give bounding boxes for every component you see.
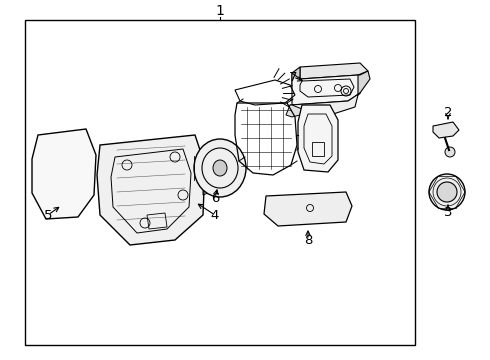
Text: 3: 3 bbox=[444, 206, 452, 219]
Text: 4: 4 bbox=[211, 208, 219, 221]
Polygon shape bbox=[300, 63, 368, 79]
Text: 1: 1 bbox=[216, 4, 224, 18]
Polygon shape bbox=[358, 71, 370, 95]
Text: 2: 2 bbox=[444, 105, 452, 118]
Ellipse shape bbox=[213, 160, 227, 176]
Polygon shape bbox=[298, 105, 338, 172]
Polygon shape bbox=[292, 67, 300, 87]
Polygon shape bbox=[292, 73, 360, 105]
Polygon shape bbox=[286, 105, 302, 117]
Polygon shape bbox=[433, 122, 459, 138]
Polygon shape bbox=[264, 192, 352, 226]
Polygon shape bbox=[97, 135, 205, 245]
Text: 6: 6 bbox=[211, 192, 219, 204]
Bar bbox=[25, 20, 415, 345]
Polygon shape bbox=[290, 93, 360, 117]
Ellipse shape bbox=[194, 139, 246, 197]
Circle shape bbox=[437, 182, 457, 202]
Circle shape bbox=[429, 174, 465, 210]
Polygon shape bbox=[32, 129, 96, 219]
Text: 7: 7 bbox=[289, 71, 297, 84]
Circle shape bbox=[445, 147, 455, 157]
Text: 5: 5 bbox=[44, 208, 52, 221]
Text: 8: 8 bbox=[304, 234, 312, 247]
